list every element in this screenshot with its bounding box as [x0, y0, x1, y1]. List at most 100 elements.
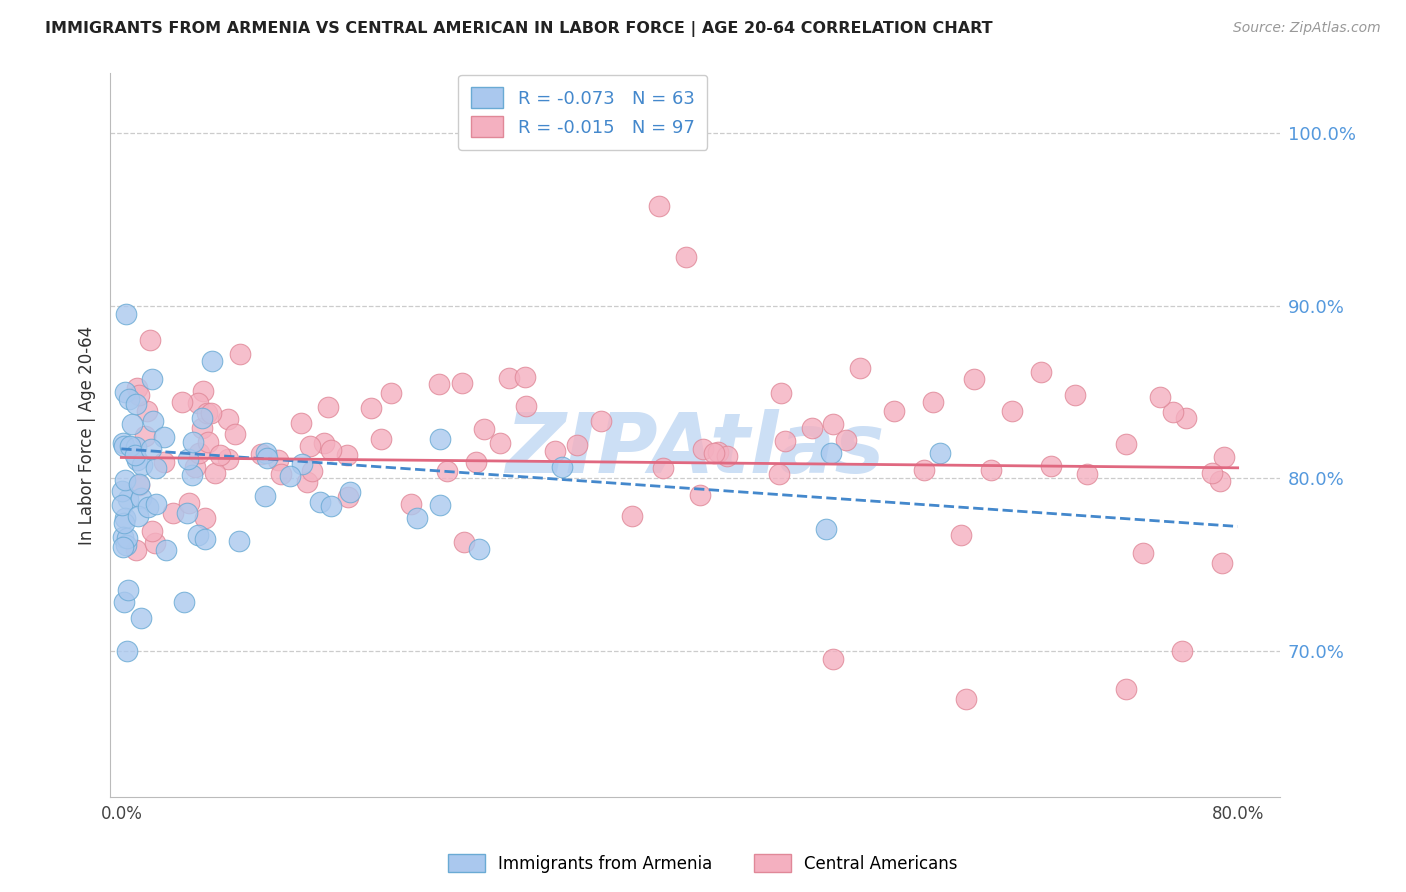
Point [336, 449, 359, 463]
Point [565, 438, 588, 452]
Point [1029, 365, 1052, 379]
Point [1001, 404, 1024, 418]
Point [337, 491, 360, 505]
Point [115, 643, 138, 657]
Point [114, 307, 136, 321]
Point [184, 459, 207, 474]
Point [1115, 437, 1137, 451]
Point [111, 436, 134, 450]
Point [112, 516, 135, 530]
Point [299, 439, 322, 453]
Point [254, 446, 277, 460]
Point [773, 434, 796, 448]
Point [256, 451, 278, 466]
Point [621, 509, 644, 524]
Point [125, 381, 148, 395]
Point [429, 432, 451, 446]
Point [406, 511, 429, 525]
Point [111, 498, 134, 512]
Point [117, 491, 139, 506]
Point [716, 449, 738, 463]
Point [821, 652, 844, 666]
Point [136, 403, 159, 417]
Point [980, 463, 1002, 477]
Point [301, 464, 323, 478]
Point [589, 414, 612, 428]
Point [217, 452, 239, 467]
Point [121, 417, 143, 432]
Point [136, 500, 159, 514]
Point [770, 386, 793, 401]
Point [291, 457, 314, 471]
Point [436, 464, 458, 478]
Point [800, 420, 823, 434]
Point [191, 421, 214, 435]
Point [675, 251, 697, 265]
Point [187, 396, 209, 410]
Point [1211, 556, 1233, 570]
Point [1076, 467, 1098, 481]
Y-axis label: In Labor Force | Age 20-64: In Labor Force | Age 20-64 [79, 326, 96, 545]
Point [125, 440, 148, 454]
Point [127, 509, 149, 524]
Point [217, 412, 239, 426]
Point [254, 489, 277, 503]
Point [129, 491, 152, 505]
Point [124, 397, 146, 411]
Point [950, 528, 973, 542]
Point [188, 445, 211, 459]
Point [1039, 458, 1062, 473]
Point [451, 376, 474, 390]
Point [544, 443, 567, 458]
Point [141, 524, 163, 538]
Point [370, 432, 392, 446]
Point [117, 392, 139, 406]
Point [319, 499, 342, 513]
Point [955, 691, 977, 706]
Point [114, 510, 136, 524]
Text: Source: ZipAtlas.com: Source: ZipAtlas.com [1233, 21, 1381, 36]
Point [1171, 643, 1194, 657]
Point [143, 535, 166, 549]
Point [429, 498, 451, 512]
Point [319, 443, 342, 458]
Point [134, 429, 156, 443]
Point [339, 484, 361, 499]
Point [152, 430, 174, 444]
Point [115, 538, 138, 552]
Point [814, 522, 837, 536]
Point [278, 469, 301, 483]
Point [380, 386, 402, 401]
Point [145, 498, 167, 512]
Point [139, 333, 162, 347]
Point [703, 446, 725, 460]
Point [141, 372, 163, 386]
Point [1201, 466, 1223, 480]
Point [651, 461, 673, 475]
Point [142, 414, 165, 428]
Point [201, 354, 224, 368]
Point [112, 530, 135, 544]
Point [1132, 546, 1154, 560]
Point [125, 542, 148, 557]
Point [131, 458, 153, 472]
Point [229, 346, 252, 360]
Point [128, 478, 150, 492]
Point [707, 445, 730, 459]
Point [912, 463, 935, 477]
Point [399, 497, 422, 511]
Point [963, 372, 986, 386]
Point [129, 610, 152, 624]
Point [1115, 681, 1137, 696]
Point [197, 434, 219, 449]
Point [177, 451, 200, 466]
Point [513, 370, 536, 384]
Point [1208, 474, 1230, 488]
Point [128, 388, 150, 402]
Point [194, 532, 217, 546]
Point [453, 535, 475, 549]
Point [117, 583, 139, 598]
Point [309, 495, 332, 509]
Point [427, 377, 450, 392]
Point [152, 455, 174, 469]
